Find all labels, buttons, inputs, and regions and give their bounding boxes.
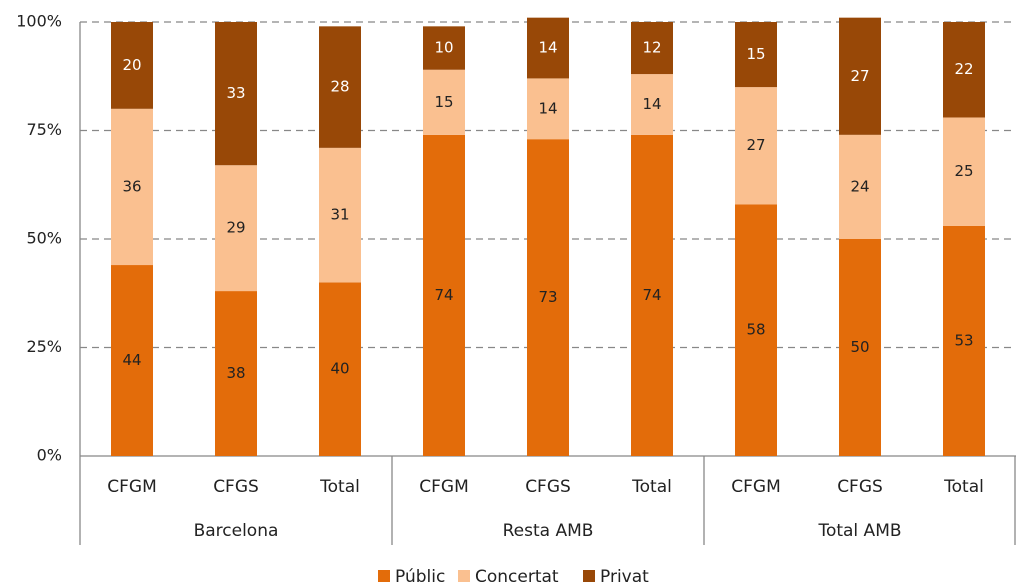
data-label: 40 [330,360,349,378]
x-tick-label: CFGM [731,477,781,497]
data-label: 36 [122,177,141,195]
data-label: 15 [434,93,453,111]
y-tick-label: 50% [26,229,62,248]
bar-segment [527,78,569,140]
data-label: 14 [538,39,557,57]
bar-segment [423,134,465,456]
y-tick-label: 25% [26,337,62,356]
data-label: 33 [226,84,245,102]
y-tick-label: 0% [37,446,62,465]
x-tick-label: CFGM [107,477,157,497]
legend-label: Concertat [475,567,559,587]
data-label: 14 [538,99,557,117]
data-label: 29 [226,219,245,237]
data-label: 24 [850,177,869,195]
bar-segment [215,291,257,456]
bar-segment [215,165,257,292]
data-label: 44 [122,351,141,369]
data-label: 22 [954,60,973,78]
x-tick-label: CFGS [525,477,571,497]
group-label: Barcelona [194,521,279,541]
data-label: 27 [746,136,765,154]
y-tick-label: 75% [26,120,62,139]
bar-segment [527,139,569,456]
bar-segment [839,17,881,135]
bar-segment [111,108,153,266]
bar-segment [631,134,673,456]
x-tick-label: Total [943,477,984,497]
x-tick-label: Total [631,477,672,497]
bar-segment [215,22,257,166]
data-label: 74 [642,286,661,304]
legend-swatch [378,570,390,582]
bar-segment [111,265,153,456]
bar-segment [631,22,673,75]
bar-segment [527,17,569,79]
data-label: 38 [226,364,245,382]
legend-label: Públic [395,567,445,587]
bar-segment [319,26,361,148]
bar-segment [111,22,153,109]
data-label: 10 [434,39,453,57]
bar-segment [839,134,881,239]
bar-segment [423,26,465,70]
bar-segment [631,74,673,135]
data-label: 53 [954,331,973,349]
data-label: 58 [746,321,765,339]
data-label: 27 [850,67,869,85]
bar-segment [319,282,361,456]
data-label: 25 [954,162,973,180]
legend-swatch [458,570,470,582]
bar-segment [735,87,777,205]
bar-segment [735,204,777,456]
data-label: 12 [642,39,661,57]
data-label: 28 [330,78,349,96]
bar-segment [423,69,465,135]
bar-segment [943,22,985,118]
data-label: 20 [122,56,141,74]
legend-label: Privat [600,567,649,587]
data-label: 74 [434,286,453,304]
x-tick-label: Total [319,477,360,497]
data-label: 15 [746,45,765,63]
data-label: 14 [642,95,661,113]
data-label: 31 [330,206,349,224]
bar-segment [943,117,985,226]
y-tick-label: 100% [16,12,62,31]
data-label: 50 [850,338,869,356]
group-label: Resta AMB [503,521,594,541]
data-label: 73 [538,288,557,306]
x-tick-label: CFGS [213,477,259,497]
bar-segment [943,225,985,456]
bar-segment [839,239,881,456]
x-tick-label: CFGS [837,477,883,497]
bar-segment [319,147,361,283]
bar-segment [735,22,777,88]
group-label: Total AMB [817,521,901,541]
legend-swatch [583,570,595,582]
x-tick-label: CFGM [419,477,469,497]
